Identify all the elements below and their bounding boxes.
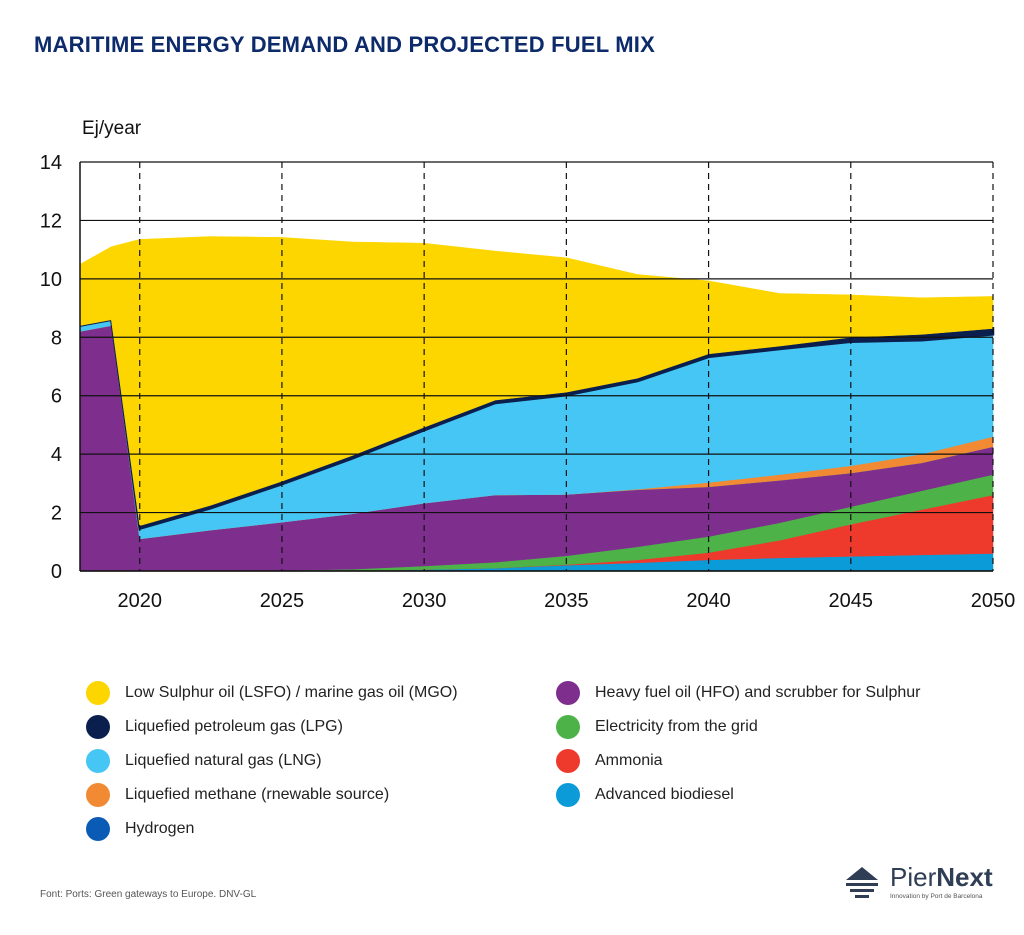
legend-item: Liquefied petroleum gas (LPG) bbox=[86, 710, 458, 744]
legend-swatch bbox=[86, 681, 110, 705]
pier-icon bbox=[846, 867, 878, 898]
y-tick-label: 8 bbox=[51, 327, 62, 349]
legend-label: Liquefied natural gas (LNG) bbox=[125, 752, 322, 769]
logo-wordmark: PierNext bbox=[890, 862, 993, 892]
legend-swatch bbox=[556, 783, 580, 807]
legend-label: Advanced biodiesel bbox=[595, 786, 734, 803]
y-tick-label: 0 bbox=[51, 561, 62, 583]
legend-label: Ammonia bbox=[595, 752, 663, 769]
legend-label: Hydrogen bbox=[125, 820, 195, 837]
area-chart: 0 2 4 6 8 10 12 14 2020 2025 2030 2035 2040 2045 2050 E… bbox=[40, 118, 1016, 612]
legend-swatch bbox=[86, 715, 110, 739]
legend-label: Low Sulphur oil (LSFO) / marine gas oil … bbox=[125, 684, 458, 701]
y-tick-label: 12 bbox=[40, 210, 62, 232]
legend-swatch bbox=[556, 681, 580, 705]
y-tick-label: 2 bbox=[51, 503, 62, 525]
legend-label: Liquefied petroleum gas (LPG) bbox=[125, 718, 343, 735]
legend-item: Electricity from the grid bbox=[556, 710, 920, 744]
y-tick-label: 4 bbox=[51, 444, 62, 466]
legend-swatch bbox=[556, 749, 580, 773]
legend-item: Hydrogen bbox=[86, 812, 458, 846]
piernext-logo: PierNext Innovation by Port de Barcelona bbox=[842, 862, 1002, 904]
logo-name-bold: Next bbox=[936, 862, 993, 892]
x-tick-label: 2020 bbox=[117, 590, 162, 612]
legend-item: Low Sulphur oil (LSFO) / marine gas oil … bbox=[86, 676, 458, 710]
logo-name-regular: Pier bbox=[890, 862, 937, 892]
legend-swatch bbox=[86, 783, 110, 807]
legend-label: Heavy fuel oil (HFO) and scrubber for Su… bbox=[595, 684, 921, 701]
y-axis-label: Ej/year bbox=[82, 118, 142, 139]
y-tick-label: 6 bbox=[51, 386, 62, 408]
x-tick-label: 2040 bbox=[686, 590, 731, 612]
y-tick-label: 14 bbox=[40, 152, 62, 174]
legend: Low Sulphur oil (LSFO) / marine gas oil … bbox=[86, 676, 986, 846]
legend-item: Ammonia bbox=[556, 744, 920, 778]
legend-item: Heavy fuel oil (HFO) and scrubber for Su… bbox=[556, 676, 920, 710]
legend-item: Liquefied natural gas (LNG) bbox=[86, 744, 458, 778]
legend-left-column: Low Sulphur oil (LSFO) / marine gas oil … bbox=[86, 676, 458, 846]
legend-right-column: Heavy fuel oil (HFO) and scrubber for Su… bbox=[556, 676, 920, 812]
x-tick-label: 2025 bbox=[260, 590, 305, 612]
x-tick-label: 2035 bbox=[544, 590, 589, 612]
x-tick-label: 2050 bbox=[971, 590, 1016, 612]
logo-tagline: Innovation by Port de Barcelona bbox=[890, 893, 983, 900]
legend-swatch bbox=[86, 749, 110, 773]
legend-item: Advanced biodiesel bbox=[556, 778, 920, 812]
chart-title: MARITIME ENERGY DEMAND AND PROJECTED FUE… bbox=[34, 32, 655, 57]
legend-swatch bbox=[556, 715, 580, 739]
legend-label: Liquefied methane (rnewable source) bbox=[125, 786, 390, 803]
x-tick-label: 2030 bbox=[402, 590, 447, 612]
legend-item: Liquefied methane (rnewable source) bbox=[86, 778, 458, 812]
legend-swatch bbox=[86, 817, 110, 841]
legend-label: Electricity from the grid bbox=[595, 718, 758, 735]
x-tick-label: 2045 bbox=[829, 590, 874, 612]
source-note: Font: Ports: Green gateways to Europe. D… bbox=[40, 889, 257, 900]
y-tick-label: 10 bbox=[40, 269, 62, 291]
